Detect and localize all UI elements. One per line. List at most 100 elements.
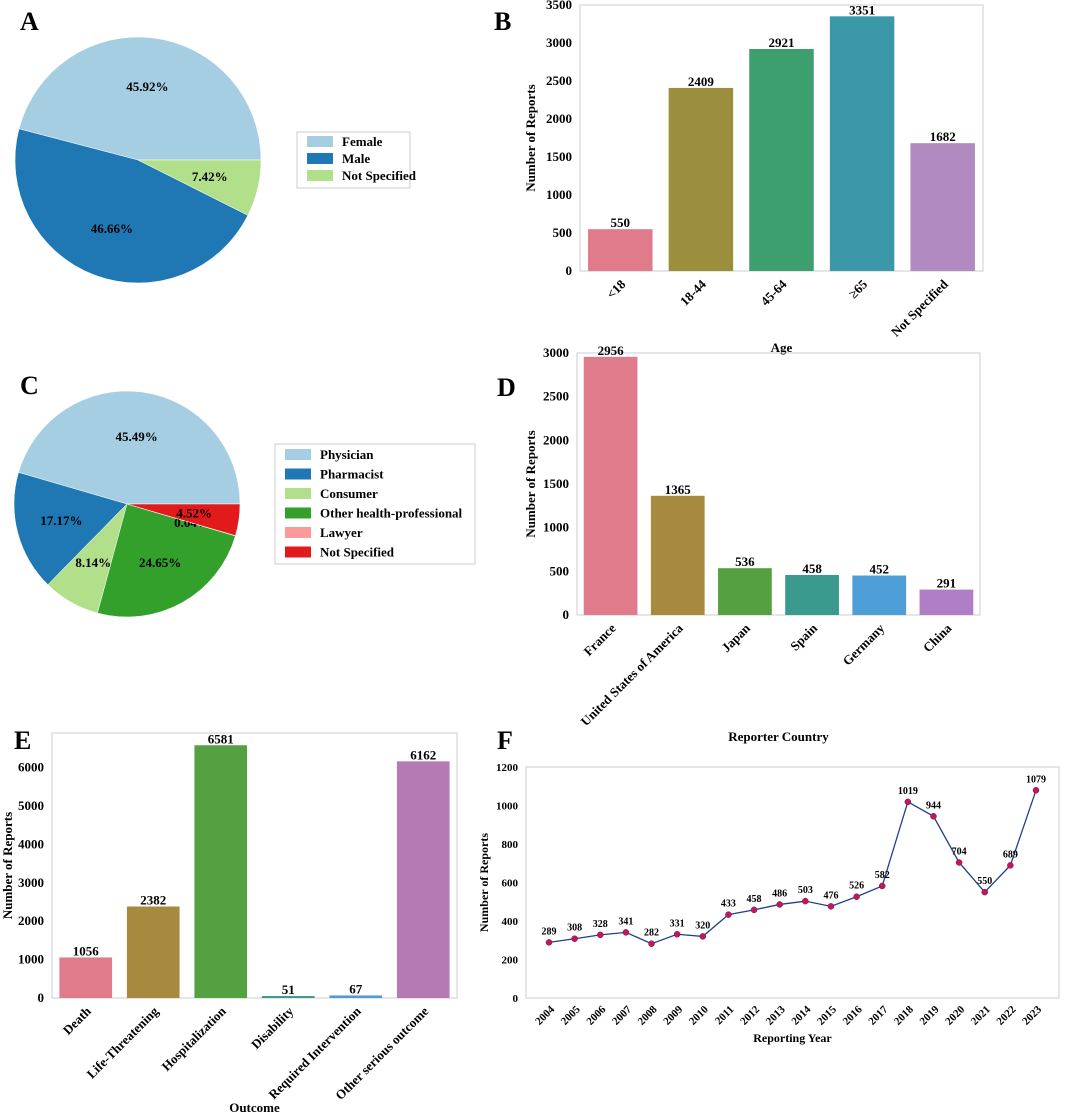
x-tick-label-france: France <box>581 620 619 658</box>
panel-label-e: E <box>14 726 31 755</box>
point-2007 <box>622 929 630 936</box>
y-tick-label: 500 <box>553 225 573 240</box>
y-tick-label: 4000 <box>18 836 44 851</box>
bar-value-label-not-specified: 1682 <box>930 129 956 144</box>
pie-slice-not-specified <box>137 159 262 216</box>
x-tick-label-18-44: 18-44 <box>677 276 709 308</box>
point-2014 <box>802 897 809 905</box>
x-tick-label-2010: 2010 <box>687 1003 711 1027</box>
y-axis-title-e: Number of Reports <box>0 812 15 919</box>
x-tick-label-2020: 2020 <box>943 1003 967 1027</box>
bar-united-states-of-america <box>650 495 705 615</box>
point-label-2021: 550 <box>977 876 992 887</box>
point-2008 <box>648 940 655 947</box>
x-tick-label-2005: 2005 <box>559 1003 583 1027</box>
bar-value-label-spain: 458 <box>802 561 822 576</box>
x-tick-label-2011: 2011 <box>713 1004 737 1028</box>
x-tick-label-hospitalization: Hospitalization <box>159 1003 230 1074</box>
y-axis-title-b: Number of Reports <box>523 84 538 191</box>
y-tick-label: 0 <box>38 990 45 1005</box>
x-axis-title-f: Reporting Year <box>753 1031 832 1045</box>
x-tick-label-2006: 2006 <box>584 1003 608 1027</box>
bar-value-label-china: 291 <box>937 576 957 591</box>
x-tick-label-2018: 2018 <box>892 1003 916 1027</box>
legend-swatch-physician <box>285 449 311 460</box>
x-tick-label-germany: Germany <box>839 620 887 668</box>
panel-label-d: D <box>497 373 516 402</box>
legend-label-not-specified: Not Specified <box>342 168 417 183</box>
point-2006 <box>597 931 604 939</box>
point-label-2010: 320 <box>695 920 710 931</box>
bar-value-label-france: 2956 <box>598 343 625 358</box>
bar-value-label-germany: 452 <box>870 562 890 577</box>
pie-slice-male <box>14 128 249 284</box>
x-tick-label-2019: 2019 <box>918 1003 942 1027</box>
series-line <box>548 790 1037 945</box>
legend-swatch-lawyer <box>285 527 311 538</box>
legend-swatch-other-health-professional <box>285 507 311 519</box>
panel-label-c: C <box>20 371 39 400</box>
bar-disability <box>261 996 315 998</box>
x-tick-label-disability: Disability <box>248 1003 297 1052</box>
y-tick-label: 500 <box>550 563 570 578</box>
legend-label-male: Male <box>342 151 370 166</box>
pie-label-physician: 45.49% <box>115 429 157 444</box>
pie-slice-physician <box>18 390 241 505</box>
point-label-2011: 433 <box>721 899 736 910</box>
bar-45-64 <box>749 49 814 272</box>
bar-value-label-death: 1056 <box>73 943 100 958</box>
bar-value-label-united-states-of-america: 1365 <box>665 482 692 497</box>
y-tick-label: 3000 <box>546 35 572 50</box>
point-label-2017: 582 <box>875 870 890 881</box>
bar-value-label-required-intervention: 67 <box>349 981 363 996</box>
bar-value-label-18: 550 <box>611 215 631 230</box>
pie-label-pharmacist: 17.17% <box>40 513 82 528</box>
point-label-2023: 1079 <box>1026 774 1046 785</box>
legend-label-pharmacist: Pharmacist <box>320 467 384 482</box>
point-label-2022: 689 <box>1003 849 1018 860</box>
pie-label-male: 46.66% <box>91 221 133 236</box>
point-label-2013: 486 <box>772 888 787 899</box>
y-tick-label: 2000 <box>546 111 572 126</box>
legend-label-consumer: Consumer <box>320 486 378 501</box>
point-2020 <box>955 859 963 866</box>
point-label-2007: 341 <box>618 916 633 927</box>
bar-japan <box>718 568 772 615</box>
point-2018 <box>904 798 912 806</box>
pie-label-other-health-professional: 24.65% <box>139 555 181 570</box>
y-tick-label: 400 <box>502 916 519 928</box>
y-tick-label: 0 <box>513 993 519 1005</box>
bar-not-specified <box>910 143 975 271</box>
bar-value-label-45-64: 2921 <box>769 35 795 50</box>
pie-slice-other-health-professional <box>97 503 236 618</box>
y-tick-label: 1000 <box>496 801 519 813</box>
pie-slice-not-specified <box>126 503 241 536</box>
point-2005 <box>571 935 578 942</box>
bar-value-label-japan: 536 <box>735 554 755 569</box>
x-tick-label-2004: 2004 <box>533 1003 557 1027</box>
bar-value-label-disability: 51 <box>282 982 295 997</box>
x-tick-label-45-64: 45-64 <box>758 276 790 308</box>
legend-swatch-consumer <box>285 488 311 499</box>
point-label-2005: 308 <box>567 923 582 934</box>
y-tick-label: 1000 <box>546 187 572 202</box>
y-tick-label: 1000 <box>18 952 44 967</box>
y-tick-label: 1500 <box>546 149 572 164</box>
x-tick-label-2012: 2012 <box>738 1003 762 1027</box>
y-tick-label: 6000 <box>18 760 44 775</box>
x-tick-label-18: <18 <box>603 276 628 301</box>
point-2019 <box>930 813 937 820</box>
x-tick-label-65: ≥65 <box>845 276 870 301</box>
y-tick-label: 0 <box>563 607 570 622</box>
bar-value-label-18-44: 2409 <box>688 74 715 89</box>
x-tick-label-2007: 2007 <box>610 1003 634 1027</box>
x-tick-label-2021: 2021 <box>969 1004 993 1028</box>
bar-germany <box>852 575 907 615</box>
panel-label-b: B <box>494 7 511 36</box>
point-2016 <box>853 893 860 900</box>
x-tick-label-death: Death <box>60 1003 95 1038</box>
point-label-2018: 1019 <box>898 786 918 797</box>
plot-frame-d <box>576 352 981 616</box>
point-2017 <box>878 882 886 890</box>
